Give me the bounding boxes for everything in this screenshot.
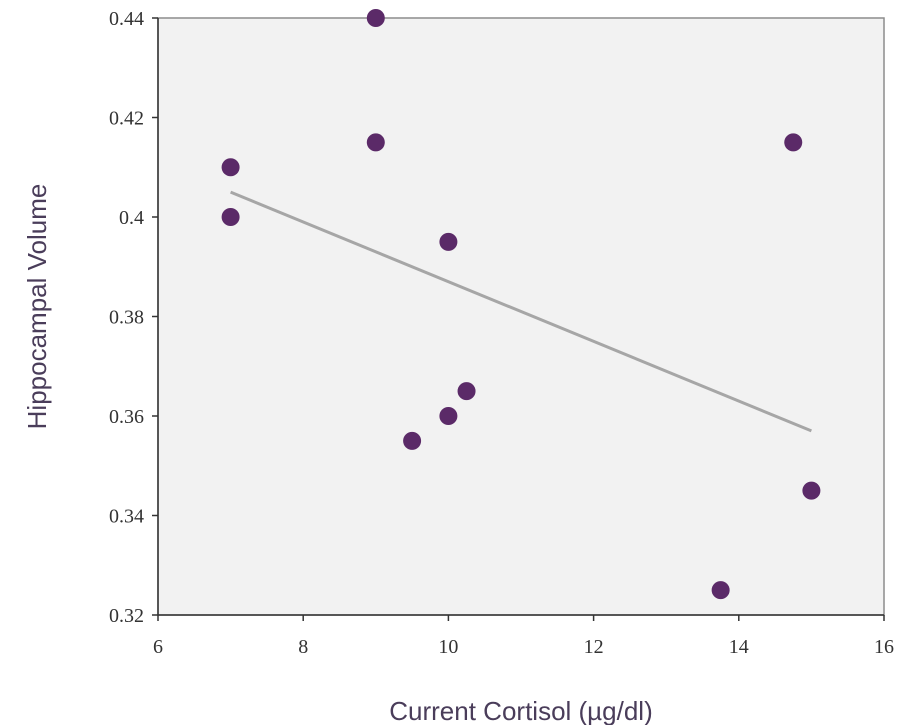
plot-area xyxy=(157,17,885,616)
trendline xyxy=(230,190,812,433)
data-point xyxy=(802,481,821,500)
y-tick-label: 0.36 xyxy=(109,406,144,428)
y-tick-label: 0.32 xyxy=(109,605,144,627)
data-point xyxy=(439,407,458,425)
x-axis-title: Current Cortisol (µg/dl) xyxy=(389,696,653,725)
data-point xyxy=(366,133,385,152)
x-tick-label: 16 xyxy=(874,636,894,658)
trendline-layer xyxy=(230,190,812,433)
y-tick-label: 0.34 xyxy=(109,506,144,528)
x-tick-label: 12 xyxy=(584,636,604,658)
data-point xyxy=(403,431,422,450)
data-point xyxy=(784,133,803,152)
data-point xyxy=(439,232,458,251)
x-tick-labels: 6 8 10 12 14 16 xyxy=(153,615,894,658)
data-point xyxy=(711,581,730,600)
y-tick-labels: 0.32 0.34 0.36 0.38 0.4 0.42 0.44 xyxy=(109,8,158,627)
data-point xyxy=(366,9,385,27)
y-tick-label: 0.44 xyxy=(109,8,144,30)
y-tick-label: 0.38 xyxy=(109,307,144,329)
data-point xyxy=(457,382,476,401)
data-point xyxy=(221,158,240,177)
x-tick-label: 14 xyxy=(729,636,749,658)
x-tick-label: 10 xyxy=(438,636,458,658)
x-tick-label: 6 xyxy=(153,636,163,658)
y-tick-label: 0.42 xyxy=(109,108,144,130)
points-layer xyxy=(221,9,821,600)
y-axis-title: Hippocampal Volume xyxy=(22,184,52,430)
x-tick-label: 8 xyxy=(298,636,308,658)
data-point xyxy=(221,208,240,226)
y-tick-label: 0.4 xyxy=(119,207,144,229)
